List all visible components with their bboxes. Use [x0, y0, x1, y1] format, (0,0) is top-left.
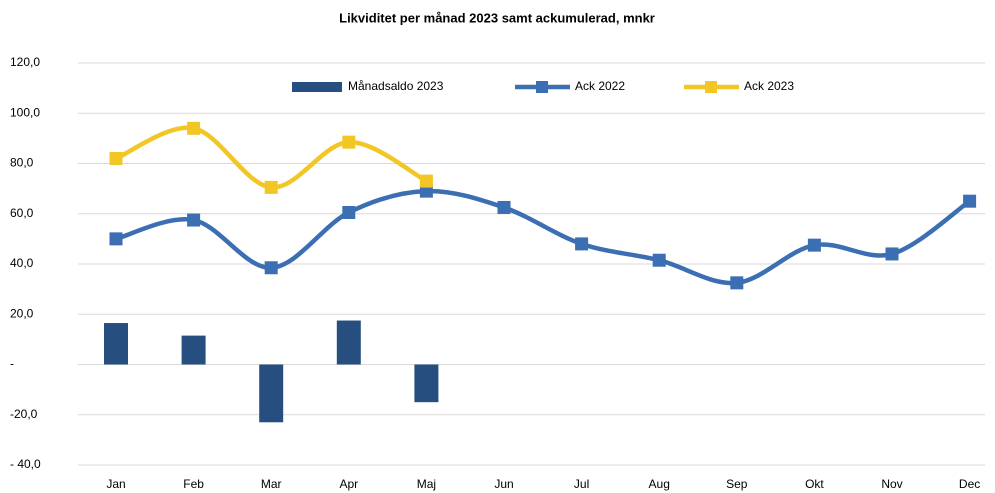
line	[115, 125, 428, 190]
bar	[104, 323, 128, 365]
x-tick-label: Mar	[261, 477, 282, 491]
legend-label: Ack 2023	[744, 79, 794, 93]
x-tick-label: Dec	[959, 477, 980, 491]
y-tick-label: 100,0	[10, 105, 40, 119]
y-tick-label: 120,0	[10, 55, 40, 69]
y-tick-label: -20,0	[10, 407, 38, 421]
marker	[652, 253, 666, 267]
marker	[419, 174, 433, 188]
marker	[264, 180, 278, 194]
legend-swatch	[292, 82, 342, 92]
legend-label: Månadsaldo 2023	[348, 79, 444, 93]
marker	[885, 247, 899, 261]
y-tick-label: 60,0	[10, 206, 34, 220]
x-tick-label: Jun	[494, 477, 513, 491]
y-tick-label: -	[10, 357, 14, 371]
marker	[109, 151, 123, 165]
x-tick-label: Jan	[106, 477, 125, 491]
marker	[497, 200, 511, 214]
y-tick-label: 80,0	[10, 156, 34, 170]
marker	[187, 121, 201, 135]
legend-swatch	[536, 81, 548, 93]
marker	[264, 261, 278, 275]
y-tick-label: 20,0	[10, 306, 34, 320]
bar	[414, 364, 439, 403]
x-tick-label: Jul	[574, 477, 589, 491]
x-tick-label: Okt	[805, 477, 824, 491]
x-tick-label: Aug	[649, 477, 670, 491]
x-tick-label: Nov	[881, 477, 902, 491]
bar	[181, 335, 206, 365]
legend-swatch	[705, 81, 717, 93]
marker	[730, 276, 744, 290]
bar	[259, 364, 284, 423]
marker	[575, 237, 589, 251]
marker	[187, 213, 201, 227]
chart-title: Likviditet per månad 2023 samt ackumuler…	[339, 10, 655, 25]
bar	[336, 320, 361, 365]
marker	[342, 205, 356, 219]
marker	[963, 194, 977, 208]
y-tick-label: - 40,0	[10, 457, 41, 471]
legend-label: Ack 2022	[575, 79, 625, 93]
marker	[109, 232, 123, 246]
x-tick-label: Feb	[183, 477, 204, 491]
line	[115, 188, 971, 286]
marker	[342, 135, 356, 149]
x-tick-label: Apr	[339, 477, 358, 491]
x-tick-label: Sep	[726, 477, 748, 491]
marker	[807, 238, 821, 252]
y-tick-label: 40,0	[10, 256, 34, 270]
marker	[419, 184, 433, 198]
x-tick-label: Maj	[417, 477, 436, 491]
